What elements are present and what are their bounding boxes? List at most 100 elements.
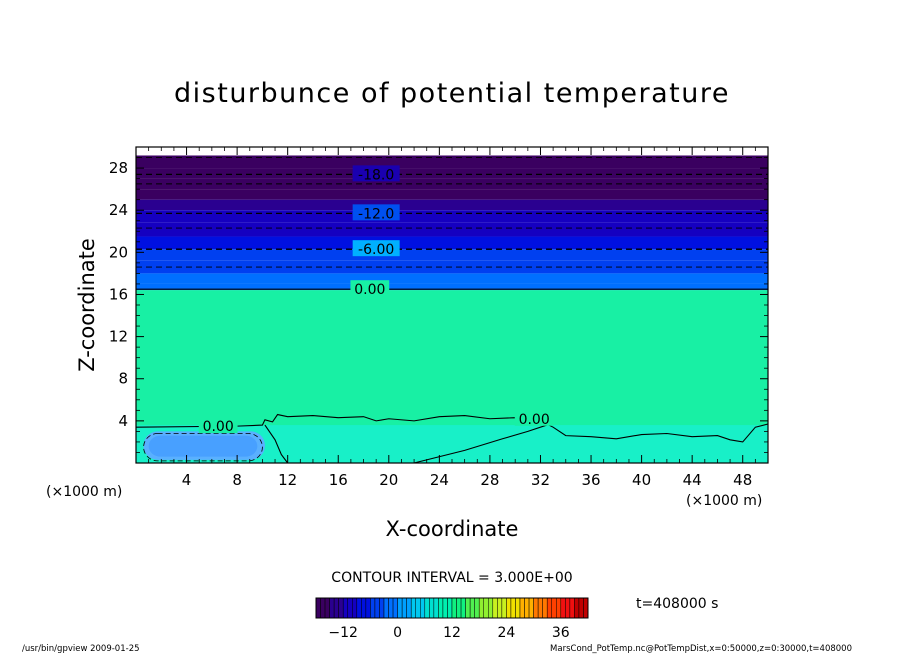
colorbar-cell [424, 597, 430, 619]
colorbar-cell [519, 597, 525, 619]
x-tick-label: 12 [278, 471, 297, 489]
contour-label: -12.0 [358, 206, 394, 222]
contour-label-bg [198, 417, 238, 434]
colorbar-cell [565, 597, 571, 619]
x-tick-label: 40 [632, 471, 651, 489]
y-tick-label: 20 [109, 243, 128, 261]
colorbar-cell [546, 597, 552, 619]
colorbar-cell [460, 597, 466, 619]
colorbar-cell [356, 597, 362, 619]
contour-label-bg [514, 409, 554, 426]
x-tick-label: 24 [430, 471, 449, 489]
contour-lines [135, 157, 769, 464]
colorbar-cell [551, 597, 557, 619]
colorbar-cell [501, 597, 507, 619]
contour-label: 0.00 [354, 282, 385, 298]
colorbar-cell [397, 597, 403, 619]
colorbar-cell [338, 597, 344, 619]
colorbar-cell [451, 597, 457, 619]
colorbar-cell [383, 597, 389, 619]
x-tick-label: 4 [182, 471, 192, 489]
colorbar-cell [392, 597, 398, 619]
time-label: t=408000 s [636, 596, 718, 612]
colorbar-cell [528, 597, 534, 619]
contour-label-bg [350, 280, 390, 297]
colorbar-cell [370, 597, 376, 619]
colorbar-cell [556, 597, 562, 619]
contour-label: 0.00 [203, 419, 234, 435]
contour-surface [413, 424, 547, 464]
colorbar-cell [324, 597, 330, 619]
x-tick-label: 44 [683, 471, 702, 489]
colorbar-cell [524, 597, 530, 619]
colorbar-frame [315, 597, 589, 619]
colorbar-cell [352, 597, 358, 619]
x-tick-label: 20 [379, 471, 398, 489]
field-band [136, 290, 768, 426]
field-band [136, 155, 768, 169]
y-axis-label: Z-coordinate [75, 238, 99, 372]
x-unit-right: (×1000 m) [686, 493, 762, 509]
colorbar-cell [578, 597, 584, 619]
field-band [136, 210, 768, 223]
colorbar-tick-label: 36 [552, 625, 570, 641]
x-tick-label: 16 [329, 471, 348, 489]
colorbar-tick-label: −12 [328, 625, 358, 641]
colorbar-cell [315, 597, 321, 619]
colorbar-cell [438, 597, 444, 619]
colorbar-cell [433, 597, 439, 619]
field-band [136, 222, 768, 237]
contour-surface [135, 413, 769, 443]
colorbar-cell [497, 597, 503, 619]
cold-pool-core [148, 435, 258, 457]
contour-label-bg [352, 204, 400, 221]
colorbar-cell [320, 597, 326, 619]
colorbar-cell [474, 597, 480, 619]
colorbar-tick-label: 0 [393, 625, 402, 641]
colorbar-cell [583, 597, 589, 619]
contour-label: -18.0 [358, 167, 394, 183]
footer-left: /usr/bin/gpview 2009-01-25 [22, 644, 140, 654]
colorbar-cell [347, 597, 353, 619]
colorbar-cell [406, 597, 412, 619]
colorbar-cell [515, 597, 521, 619]
contour-surface [264, 424, 289, 464]
y-tick-label: 8 [118, 370, 128, 388]
colorbar-cell [342, 597, 348, 619]
colorbar-cell [537, 597, 543, 619]
colorbar-cell [365, 597, 371, 619]
contour-label: 0.00 [519, 412, 550, 428]
contour-interval: CONTOUR INTERVAL = 3.000E+00 [331, 570, 572, 586]
y-tick-label: 12 [109, 328, 128, 346]
contour-label-bg [352, 240, 400, 257]
chart-title: disturbunce of potential temperature [174, 78, 730, 109]
colorbar-cell [429, 597, 435, 619]
field-band [136, 236, 768, 250]
colorbar-cell [533, 597, 539, 619]
x-tick-label: 8 [232, 471, 242, 489]
colorbar-cell [361, 597, 367, 619]
y-tick-label: 16 [109, 285, 128, 303]
colorbar-cell [333, 597, 339, 619]
colorbar-cell [492, 597, 498, 619]
colorbar-cell [560, 597, 566, 619]
colorbar-cell [488, 597, 494, 619]
x-tick-label: 48 [733, 471, 752, 489]
field-band [136, 199, 768, 211]
colorbar-cell [506, 597, 512, 619]
field-band [136, 273, 768, 284]
colorbar-cell [410, 597, 416, 619]
colorbar-tick-label: 12 [443, 625, 461, 641]
contour-labels: -18.0 -12.0 -6.00 0.00 0.00 0.00 [198, 165, 554, 435]
field-band [136, 283, 768, 291]
field-top-blank [136, 147, 768, 156]
contour-cold-pool [143, 433, 263, 462]
colorbar-cell [478, 597, 484, 619]
colorbar-cell [415, 597, 421, 619]
colorbar-cell [574, 597, 580, 619]
colorbar-cell [401, 597, 407, 619]
colorbar-cell [542, 597, 548, 619]
field-band [136, 189, 768, 200]
y-tick-label: 24 [109, 201, 128, 219]
